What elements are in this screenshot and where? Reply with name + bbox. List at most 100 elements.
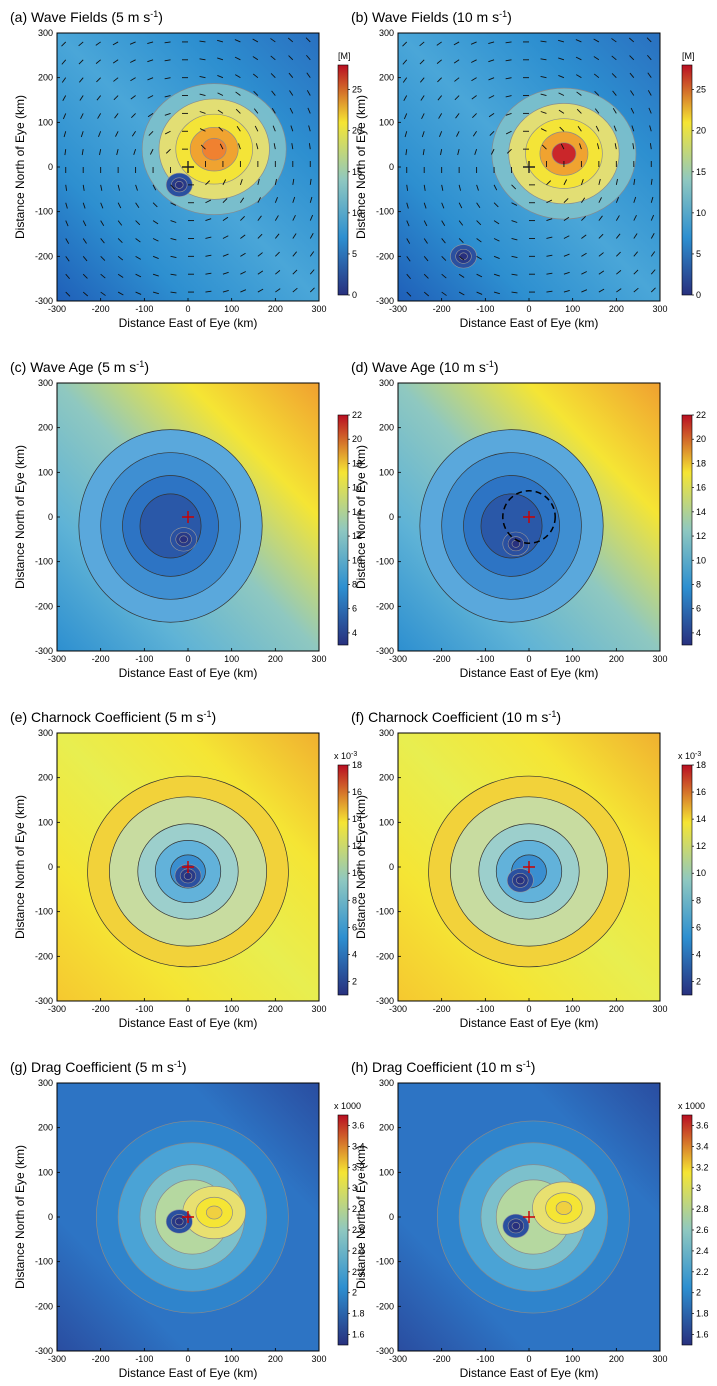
x-tick-label: 0 xyxy=(526,1004,531,1014)
colorbar-tick-label: 15 xyxy=(696,167,706,177)
vector-arrow xyxy=(441,184,444,191)
vector-arrow xyxy=(222,198,228,204)
colorbar-scale xyxy=(681,64,693,296)
vector-arrow xyxy=(234,56,241,61)
vector-arrow xyxy=(254,125,259,132)
y-tick-label: 100 xyxy=(38,1167,53,1177)
vector-arrow xyxy=(511,273,518,276)
vector-arrow xyxy=(598,288,605,293)
x-tick-label: -300 xyxy=(389,1354,407,1364)
panel-title-close: ) xyxy=(494,359,499,375)
vector-arrow xyxy=(596,143,600,150)
x-tick-label: -300 xyxy=(48,304,66,314)
vector-arrow xyxy=(421,113,425,119)
vector-arrow xyxy=(540,40,547,43)
vector-arrow xyxy=(598,197,602,203)
eye-marker-icon xyxy=(182,161,194,173)
vector-arrow xyxy=(130,95,136,100)
vector-arrow xyxy=(511,184,517,190)
colorbar-multiplier: x 10-3 xyxy=(334,751,357,762)
vector-arrow xyxy=(61,41,67,47)
colorbar-multiplier-base: x 10 xyxy=(334,751,351,761)
vector-arrow xyxy=(471,59,477,63)
wave-vectors xyxy=(402,37,656,297)
colorbar: x 1000 1.6 1.8 2 2.2 2.4 2.6 2.8 3 3.2 3.4 3.6 xyxy=(334,1101,365,1346)
vector-arrow xyxy=(540,93,547,96)
vector-arrow xyxy=(100,256,106,261)
vector-arrow xyxy=(217,92,224,96)
y-tick-label: 300 xyxy=(379,28,394,38)
panel-title-close: ) xyxy=(507,9,512,25)
x-tick-label: 100 xyxy=(224,1354,239,1364)
colorbar-tick-label: 4 xyxy=(352,949,357,959)
vector-arrow xyxy=(563,216,570,221)
vector-arrow xyxy=(307,107,311,114)
vector-arrow xyxy=(598,178,601,185)
colorbar-tick-label: 16 xyxy=(352,787,362,797)
y-tick-label: 200 xyxy=(38,773,53,783)
colorbar-tick-label: 25 xyxy=(696,85,706,95)
vector-arrow xyxy=(275,270,281,275)
vector-arrow xyxy=(274,196,278,203)
vector-arrow xyxy=(595,125,600,132)
colorbar-tick-label: 2 xyxy=(696,976,701,986)
y-tick-label: -100 xyxy=(35,557,53,567)
vector-arrow xyxy=(440,149,443,156)
vector-arrow xyxy=(78,41,84,47)
y-tick-label: -200 xyxy=(35,601,53,611)
colorbar-tick-label: 10 xyxy=(352,868,362,878)
plot-area xyxy=(57,733,319,1001)
vector-arrow xyxy=(200,144,206,150)
vector-arrow xyxy=(423,238,428,244)
vector-arrow xyxy=(576,108,582,114)
vector-arrow xyxy=(616,270,622,275)
y-tick-label: 200 xyxy=(379,423,394,433)
colorbar-tick-label: 12 xyxy=(696,531,706,541)
vector-arrow xyxy=(82,273,88,279)
vector-arrow xyxy=(476,273,483,278)
vector-arrow xyxy=(78,59,84,65)
panel-letter: (c) xyxy=(10,359,30,375)
x-axis-label: Distance East of Eye (km) xyxy=(460,666,599,680)
vector-arrow xyxy=(305,37,311,43)
colorbar-tick-label: 3.4 xyxy=(352,1141,365,1151)
eye-marker-icon xyxy=(523,861,535,873)
vector-arrow xyxy=(292,251,297,257)
x-tick-label: -100 xyxy=(476,654,494,664)
vector-arrow xyxy=(611,73,617,78)
vector-arrow xyxy=(406,184,409,191)
contour-minimum xyxy=(511,1222,521,1230)
vector-arrow xyxy=(628,37,635,43)
vector-arrow xyxy=(629,55,635,61)
vector-arrow xyxy=(152,238,159,242)
vector-arrow xyxy=(113,77,119,82)
panel-title-text: Wave Age (10 m s xyxy=(372,359,486,375)
colorbar-tick-label: 3 xyxy=(696,1183,701,1193)
x-tick-label: -200 xyxy=(433,654,451,664)
vector-arrow xyxy=(563,179,568,186)
vector-arrow xyxy=(406,202,409,209)
vector-arrow xyxy=(309,251,315,257)
vector-arrow xyxy=(420,77,425,83)
dashed-radius-circle xyxy=(502,490,556,544)
x-tick-label: -100 xyxy=(476,1004,494,1014)
colorbar: x 10-3 2 4 6 8 10 12 14 16 18 xyxy=(334,751,362,996)
vector-arrow xyxy=(135,238,141,243)
vector-arrow xyxy=(117,291,124,296)
vector-arrow xyxy=(79,95,84,101)
vector-arrow xyxy=(147,95,154,99)
vector-arrow xyxy=(95,59,101,64)
vector-arrow xyxy=(613,125,617,132)
vector-arrow xyxy=(546,254,553,257)
vector-arrow xyxy=(472,131,477,137)
colorbar-tick-label: 14 xyxy=(352,507,362,517)
colorbar-unit: [M] xyxy=(338,51,351,61)
vector-arrow xyxy=(271,90,276,96)
vector-arrow xyxy=(611,55,617,61)
x-tick-label: 0 xyxy=(185,1354,190,1364)
x-tick-label: -200 xyxy=(433,304,451,314)
vector-arrow xyxy=(152,202,158,208)
colorbar-tick-label: 5 xyxy=(696,249,701,259)
vector-arrow xyxy=(270,55,276,61)
